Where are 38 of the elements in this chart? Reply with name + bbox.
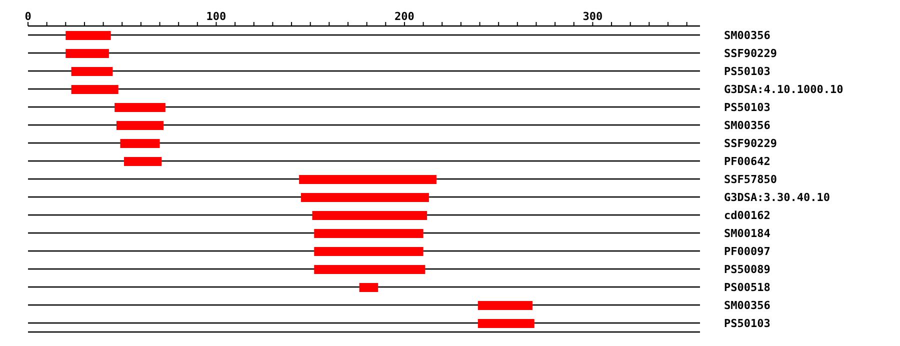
y-tick-label: SSF90229 (724, 136, 777, 150)
y-tick-label: cd00162 (724, 208, 770, 222)
y-tick-label: SM00356 (724, 28, 771, 42)
bar (478, 301, 532, 310)
x-tick-label: 0 (24, 10, 32, 23)
bar (124, 157, 162, 166)
y-tick-label: SM00184 (724, 226, 771, 240)
y-tick-label: PS50103 (724, 100, 770, 114)
y-tick-label: G3DSA:3.30.40.10 (724, 190, 830, 204)
y-tick-label: SM00356 (724, 298, 771, 312)
bar (314, 247, 424, 256)
bar (120, 139, 160, 148)
bar (312, 211, 428, 220)
bar (71, 85, 118, 94)
y-tick-label: PS50103 (724, 64, 770, 78)
x-tick-label: 100 (206, 10, 226, 23)
bar (66, 31, 111, 40)
y-tick-label: SSF57850 (724, 172, 777, 186)
bar (300, 193, 429, 202)
y-tick-label: PF00097 (724, 244, 770, 258)
x-tick-label: 300 (582, 10, 603, 23)
bar (66, 49, 109, 58)
y-tick-label: PS00518 (724, 280, 770, 294)
bar (116, 121, 164, 130)
bar (478, 319, 534, 328)
bar (299, 175, 436, 184)
bar (314, 229, 424, 238)
x-tick-label: 200 (394, 10, 414, 23)
y-tick-label: PS50103 (724, 316, 770, 330)
y-tick-label: SM00356 (724, 118, 771, 132)
bar (114, 103, 166, 112)
bar (71, 67, 113, 76)
y-tick-label: G3DSA:4.10.1000.10 (724, 82, 844, 96)
bar (359, 283, 378, 292)
y-tick-label: SSF90229 (724, 46, 777, 60)
bar (314, 265, 426, 274)
y-tick-label: PF00642 (724, 154, 770, 168)
y-tick-label: PS50089 (724, 262, 770, 276)
